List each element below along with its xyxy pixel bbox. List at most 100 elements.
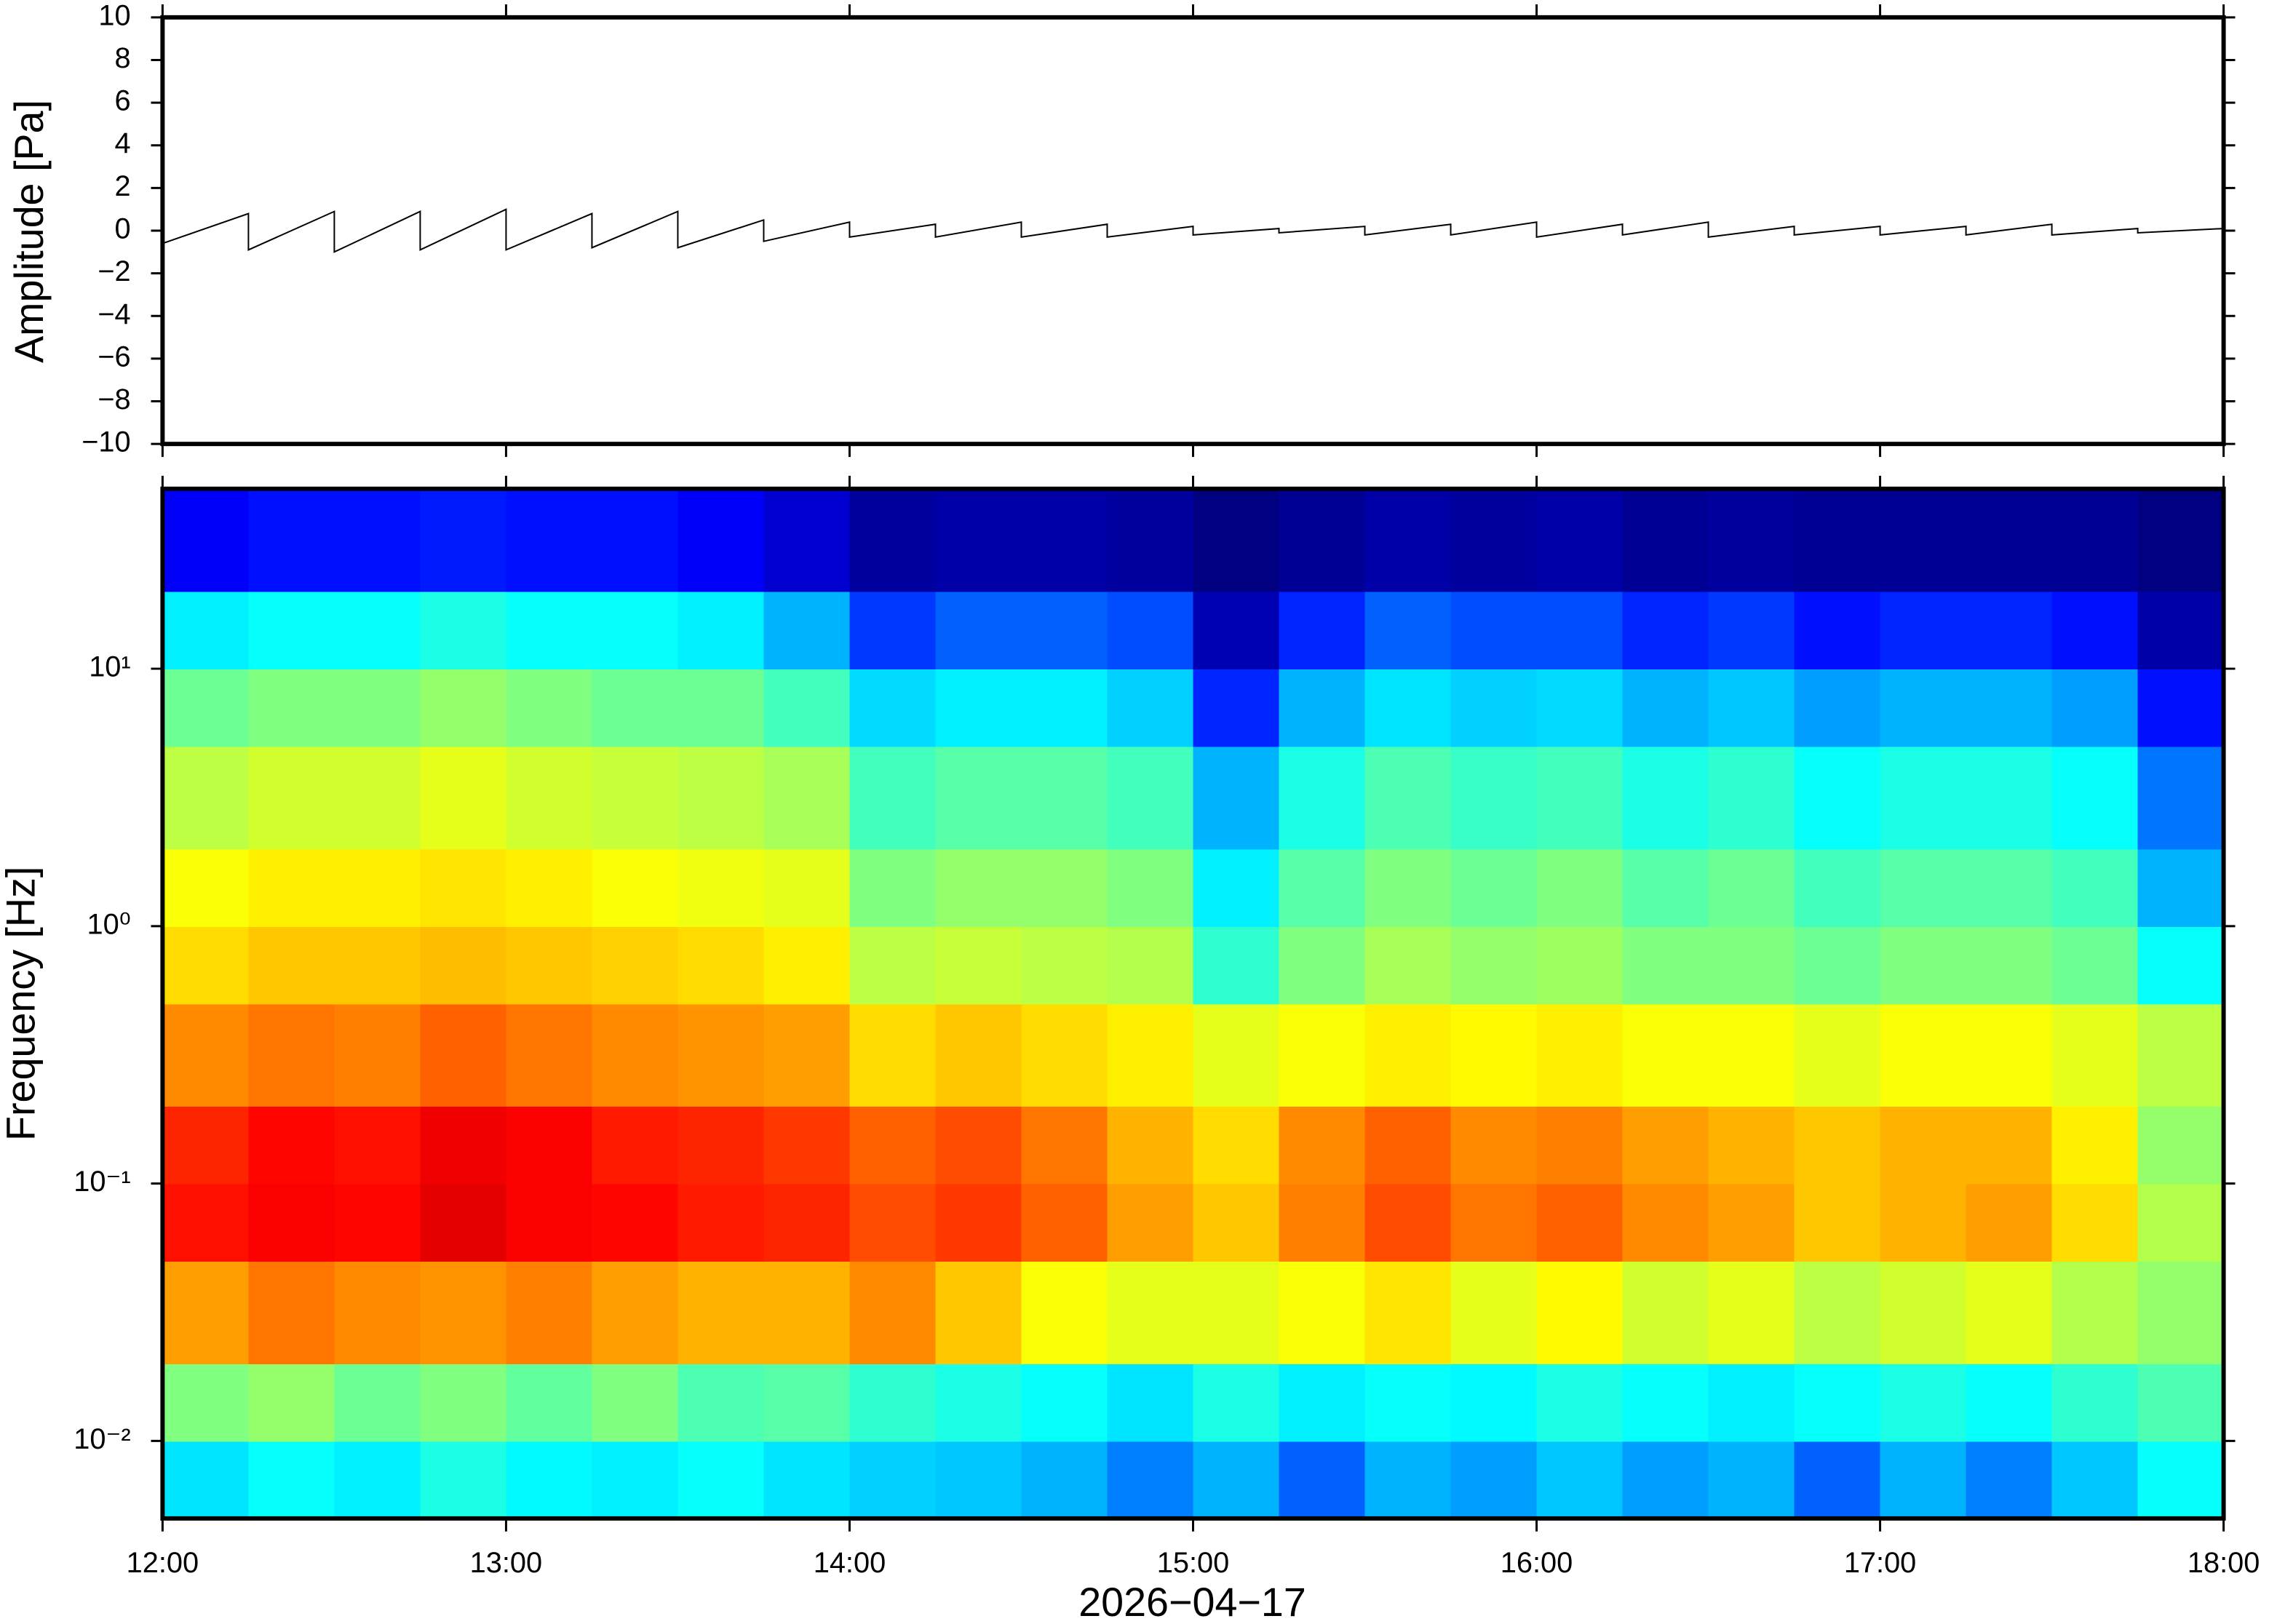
heatmap-cell (506, 1183, 593, 1262)
x-tick-label: 16:00 (1501, 1547, 1573, 1579)
heatmap-cell (334, 926, 421, 1005)
y-tick-label: −6 (98, 341, 130, 373)
heatmap-cell (420, 1106, 507, 1185)
heatmap-cell (849, 848, 937, 927)
heatmap-cell (1021, 1441, 1108, 1519)
heatmap-cell (2137, 1183, 2225, 1262)
heatmap-cell (506, 746, 593, 850)
heatmap-cell (1622, 591, 1709, 670)
heatmap-cell (1364, 1183, 1452, 1262)
heatmap-cell (1966, 1261, 2053, 1364)
heatmap-cell (162, 1183, 250, 1262)
x-tick-label: 12:00 (127, 1547, 199, 1579)
heatmap-cell (935, 1363, 1022, 1442)
heatmap-cell (849, 1363, 937, 1442)
heatmap-cell (1021, 1106, 1108, 1185)
heatmap-cell (677, 1003, 765, 1107)
heatmap-cell (1450, 1003, 1538, 1107)
heatmap-cell (248, 926, 335, 1005)
heatmap-cell (248, 591, 335, 670)
heatmap-cell (1450, 1261, 1538, 1364)
heatmap-cell (1794, 1363, 1881, 1442)
heatmap-cell (1880, 1003, 1967, 1107)
heatmap-cell (935, 488, 1022, 592)
heatmap-cell (2137, 1106, 2225, 1185)
x-tick-label: 17:00 (1844, 1547, 1916, 1579)
heatmap-cell (1279, 746, 1366, 850)
heatmap-cell (1536, 746, 1624, 850)
heatmap-cell (1193, 1363, 1280, 1442)
heatmap-cell (592, 591, 679, 670)
heatmap-cell (1021, 488, 1108, 592)
heatmap-cell (1279, 1441, 1366, 1519)
heatmap-cell (248, 488, 335, 592)
heatmap-cell (1193, 1106, 1280, 1185)
heatmap-cell (763, 1363, 851, 1442)
heatmap-cell (677, 1183, 765, 1262)
heatmap-cell (506, 1003, 593, 1107)
heatmap-cell (1880, 591, 1967, 670)
y-tick-label: 8 (115, 42, 131, 74)
heatmap-cell (677, 848, 765, 927)
heatmap-cell (1708, 1261, 1795, 1364)
heatmap-cell (1279, 591, 1366, 670)
heatmap-cell (1622, 848, 1709, 927)
heatmap-cell (506, 1261, 593, 1364)
heatmap-cell (248, 848, 335, 927)
heatmap-cell (592, 1183, 679, 1262)
heatmap-cell (849, 591, 937, 670)
heatmap-cell (1708, 746, 1795, 850)
heatmap-cell (1708, 1106, 1795, 1185)
heatmap-cell (1536, 591, 1624, 670)
heatmap-cell (1021, 1003, 1108, 1107)
heatmap-cell (1107, 1363, 1194, 1442)
heatmap-cell (1536, 1003, 1624, 1107)
heatmap-cell (1880, 488, 1967, 592)
heatmap-cell (1536, 1183, 1624, 1262)
heatmap-cell (763, 1441, 851, 1519)
heatmap-cell (1708, 669, 1795, 747)
y-tick-label: 10⁰ (87, 908, 130, 940)
heatmap-cell (1622, 488, 1709, 592)
heatmap-cell (935, 848, 1022, 927)
heatmap-cell (1279, 1003, 1366, 1107)
heatmap-cell (2137, 1003, 2225, 1107)
heatmap-cell (1450, 1363, 1538, 1442)
heatmap-cell (1021, 848, 1108, 927)
heatmap-cell (1193, 1261, 1280, 1364)
heatmap-cell (1622, 746, 1709, 850)
heatmap-cell (162, 1003, 250, 1107)
heatmap-cell (334, 746, 421, 850)
heatmap-cell (677, 591, 765, 670)
heatmap-cell (1880, 669, 1967, 747)
heatmap-cell (1107, 488, 1194, 592)
heatmap-cell (592, 1441, 679, 1519)
heatmap-cell (162, 848, 250, 927)
heatmap-cell (1880, 926, 1967, 1005)
heatmap-cell (1794, 1183, 1881, 1262)
y-tick-label: 4 (115, 127, 131, 159)
heatmap-cell (1107, 1106, 1194, 1185)
heatmap-cell (506, 848, 593, 927)
heatmap-cell (763, 746, 851, 850)
y-tick-label: 10⁻¹ (73, 1166, 130, 1198)
heatmap-cell (935, 591, 1022, 670)
y-tick-label: 0 (115, 213, 131, 245)
heatmap-cell (1708, 1441, 1795, 1519)
y-axis-title: Frequency [Hz] (0, 867, 43, 1141)
heatmap-cell (420, 1363, 507, 1442)
heatmap-cell (1536, 1363, 1624, 1442)
heatmap-cell (248, 1003, 335, 1107)
heatmap-cell (1021, 926, 1108, 1005)
heatmap-cell (334, 1441, 421, 1519)
x-tick-label: 14:00 (814, 1547, 886, 1579)
heatmap-cell (592, 1363, 679, 1442)
heatmap-cell (935, 1441, 1022, 1519)
heatmap-cell (1279, 926, 1366, 1005)
heatmap-cell (1107, 1003, 1194, 1107)
heatmap-cell (1364, 746, 1452, 850)
heatmap-cell (1966, 591, 2053, 670)
heatmap-cell (1364, 848, 1452, 927)
